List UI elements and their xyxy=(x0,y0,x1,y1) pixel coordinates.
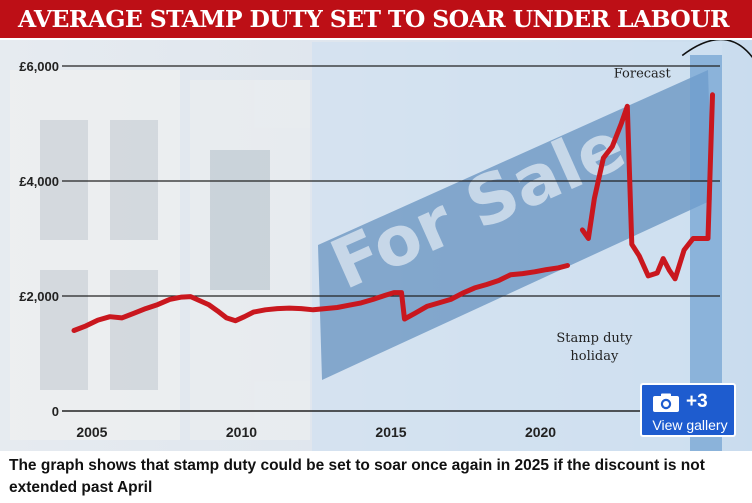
annotation-label: holiday xyxy=(570,349,619,364)
y-tick-label: £4,000 xyxy=(19,174,59,189)
background-house xyxy=(10,70,310,440)
series-line xyxy=(71,263,570,333)
x-axis: 2005 2010 2015 2020 xyxy=(76,424,556,440)
chart-title: AVERAGE STAMP DUTY SET TO SOAR UNDER LAB… xyxy=(18,5,730,33)
caption: The graph shows that stamp duty could be… xyxy=(9,457,705,496)
chart-figure: AVERAGE STAMP DUTY SET TO SOAR UNDER LAB… xyxy=(0,0,752,451)
gallery-label: View gallery xyxy=(652,417,728,433)
x-tick-label: 2010 xyxy=(226,424,257,440)
view-gallery-button[interactable]: +3 View gallery xyxy=(640,383,736,437)
annotation-label: Forecast xyxy=(614,67,672,82)
y-axis: £6,000 £4,000 £2,000 0 xyxy=(19,59,59,419)
y-tick-label: £2,000 xyxy=(19,289,59,304)
y-tick-label: £6,000 xyxy=(19,59,59,74)
x-tick-label: 2015 xyxy=(375,424,406,440)
annotation-label: Stamp duty xyxy=(556,331,633,346)
series-line xyxy=(579,92,715,282)
camera-icon xyxy=(653,393,679,412)
plot-area: For Sale £6,000 £4,000 £2,000 0 2005 2010 201… xyxy=(0,40,752,451)
x-tick-label: 2020 xyxy=(525,424,556,440)
annotations: Forecast Stamp duty holiday xyxy=(556,40,752,364)
x-tick-label: 2005 xyxy=(76,424,107,440)
gallery-count: +3 xyxy=(686,391,708,412)
y-tick-label: 0 xyxy=(52,404,59,419)
title-bar: AVERAGE STAMP DUTY SET TO SOAR UNDER LAB… xyxy=(0,0,752,41)
series-layer xyxy=(71,92,715,333)
forecast-arrow xyxy=(681,40,752,59)
